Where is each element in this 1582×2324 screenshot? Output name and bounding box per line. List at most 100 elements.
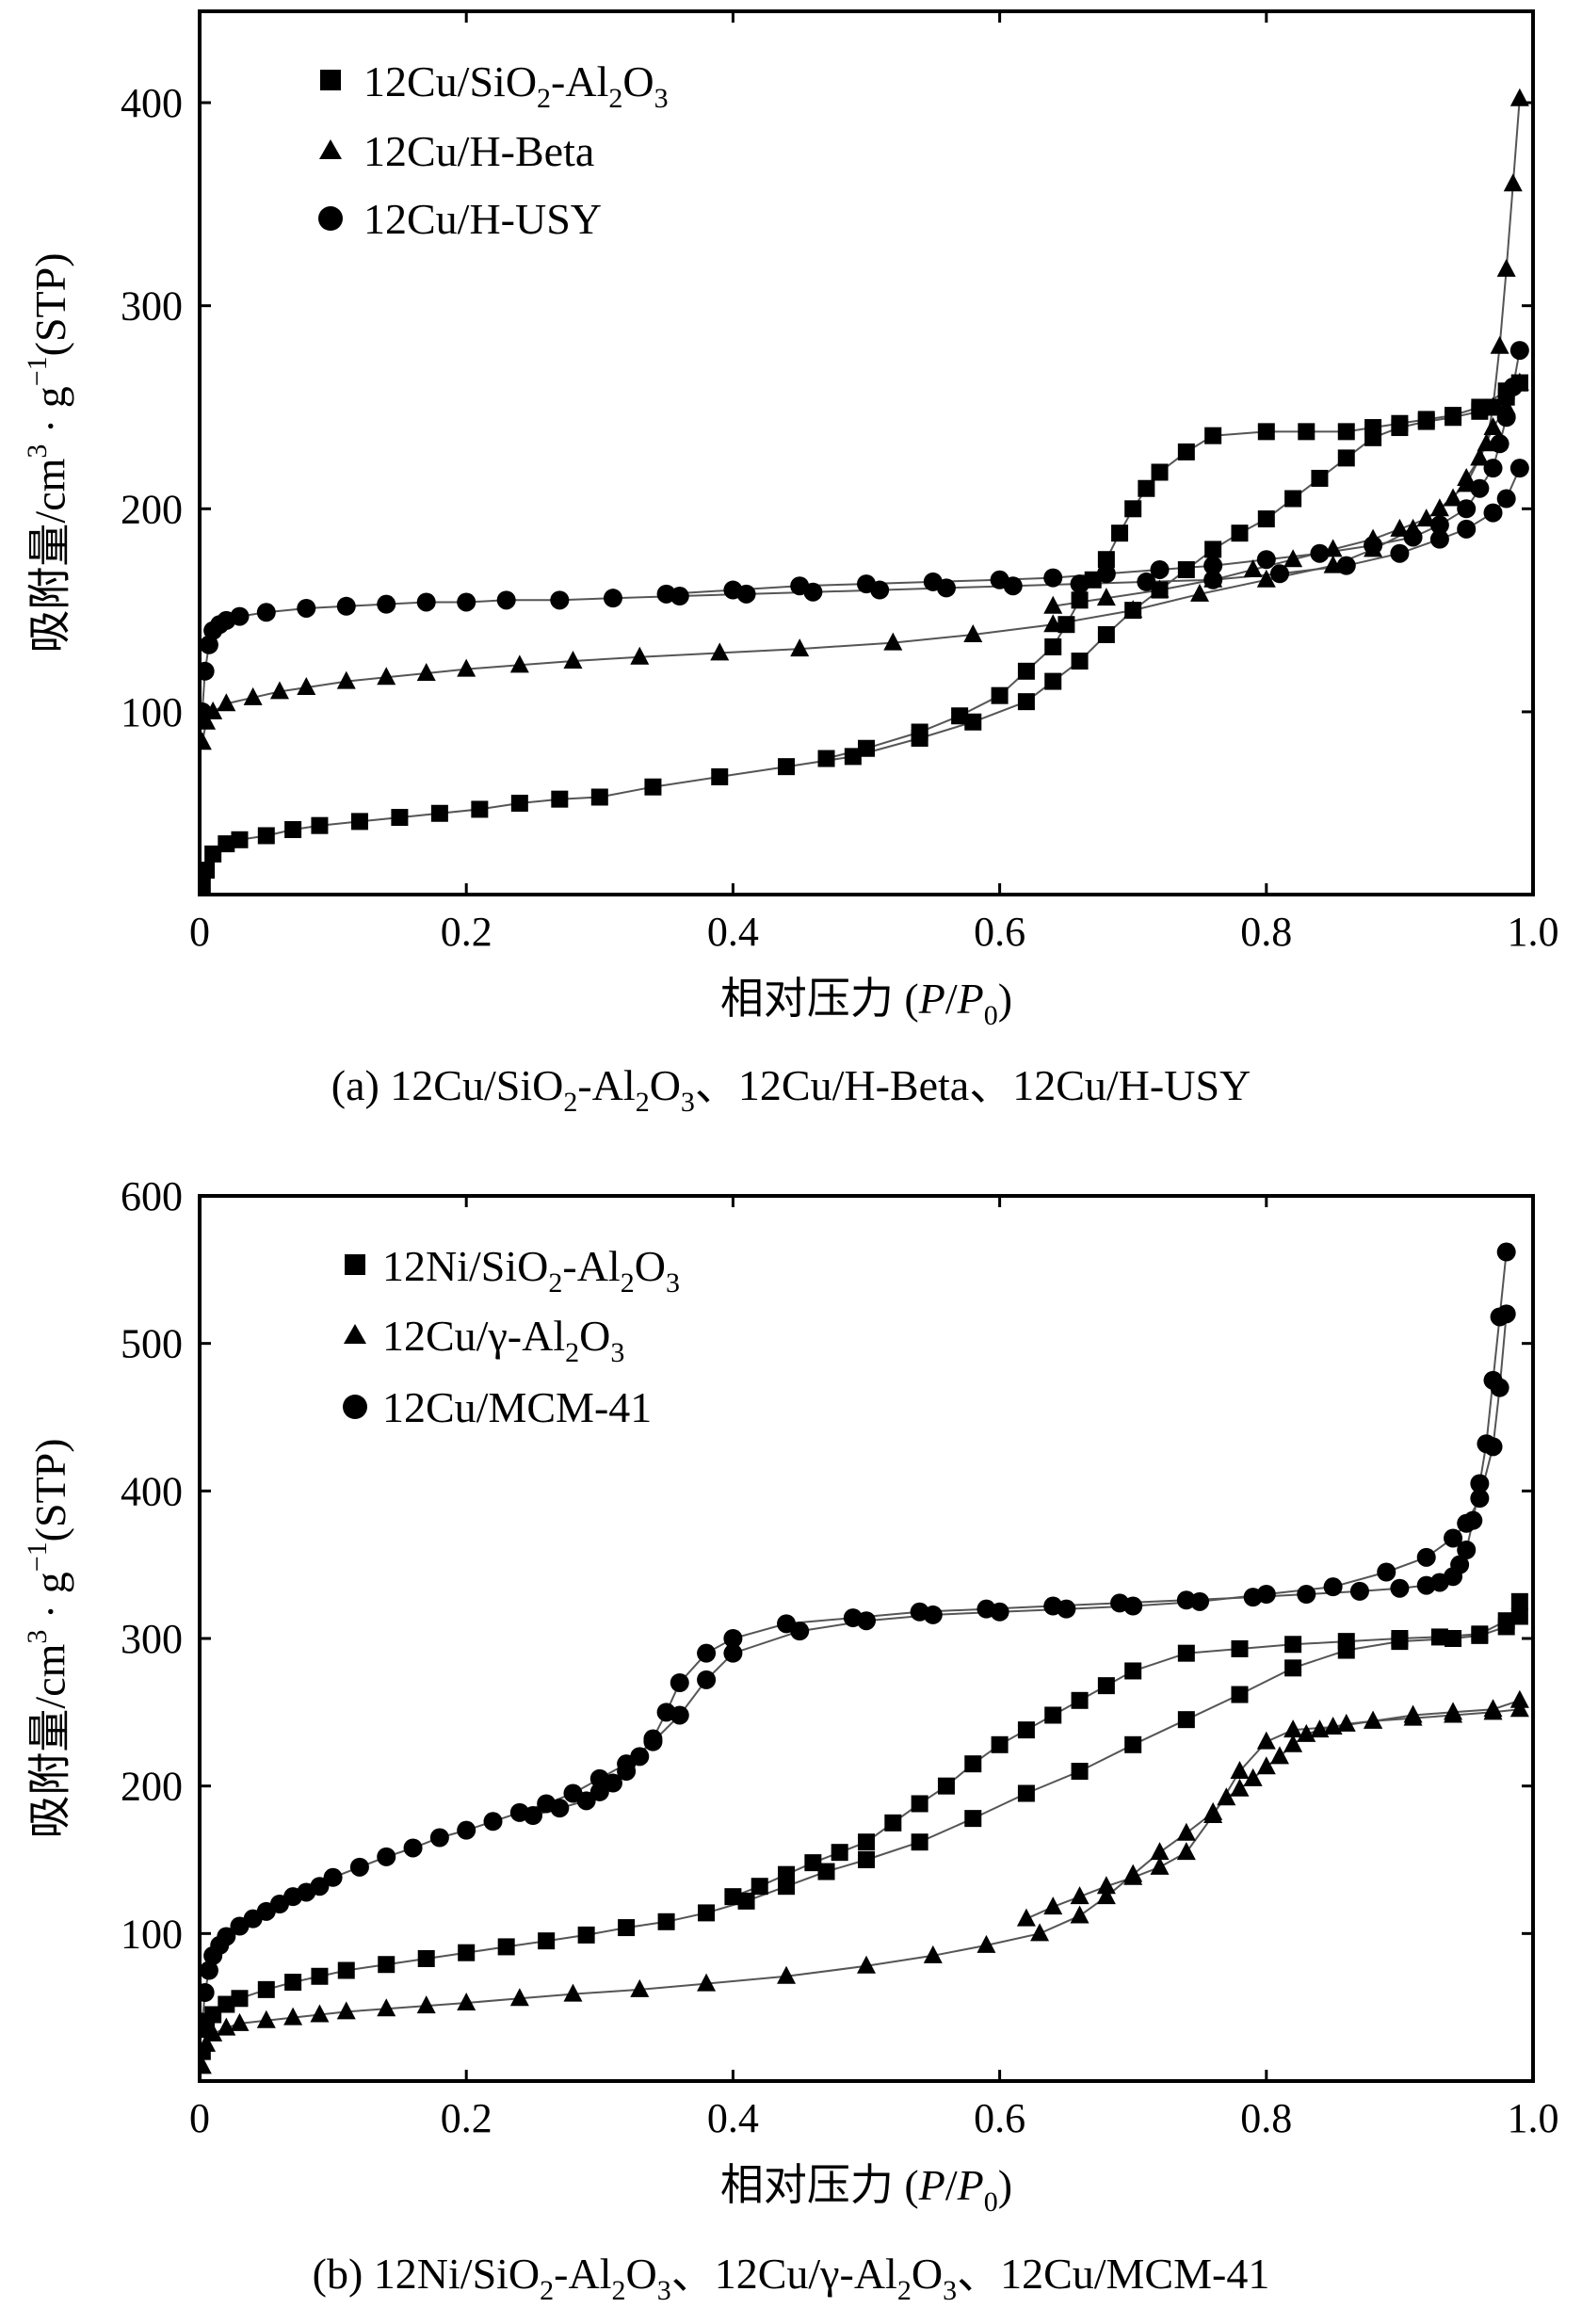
data-point-12ni-sio2-al2o3 xyxy=(1430,1628,1448,1646)
panel-b-legend: 12Ni/SiO2-Al2O3 12Cu/γ-Al2O3 12Cu/MCM-41 xyxy=(343,1242,680,1431)
x-tick-label: 0.8 xyxy=(1240,2095,1292,2141)
data-point-12cu-al2o3 xyxy=(336,2001,356,2020)
data-point-12cu-al2o3 xyxy=(416,1995,436,2014)
data-point-12cu-sio2-al2o3 xyxy=(1177,560,1195,578)
data-point-12cu-sio2-al2o3 xyxy=(1071,591,1089,609)
data-point-12cu-al2o3 xyxy=(1176,1842,1196,1861)
data-point-12cu-sio2-al2o3 xyxy=(951,707,969,725)
data-point-12cu-mcm-41 xyxy=(200,1983,215,2002)
data-point-12cu-h-usy xyxy=(1483,503,1503,523)
data-point-12cu-sio2-al2o3 xyxy=(1364,419,1382,437)
data-point-12ni-sio2-al2o3 xyxy=(1071,1691,1089,1709)
panel-a-chart: 0 0.2 0.4 0.6 0.8 1.0 100 200 300 400 吸附量/cm3 · g… xyxy=(22,9,1559,1118)
data-point-12cu-mcm-41 xyxy=(1416,1547,1436,1567)
y-tick-label: 100 xyxy=(121,689,183,735)
data-point-12cu-al2o3 xyxy=(697,1973,717,1992)
svg-text:相对压力 (P/P0): 相对压力 (P/P0) xyxy=(720,975,1012,1031)
data-point-12cu-al2o3 xyxy=(1483,1699,1503,1718)
data-point-12cu-al2o3 xyxy=(1230,1778,1250,1797)
legend-item-12ni-sio2-al2o3: 12Ni/SiO2-Al2O3 xyxy=(345,1242,680,1299)
data-point-12cu-mcm-41 xyxy=(349,1857,369,1877)
data-point-12cu-h-usy xyxy=(990,570,1009,589)
legend-item-12cu-h-usy: 12Cu/H-USY xyxy=(318,195,602,243)
panel-a-legend: 12Cu/SiO2-Al2O3 12Cu/H-Beta 12Cu/H-USY xyxy=(318,57,669,243)
data-point-12cu-h-beta xyxy=(1470,447,1490,466)
data-point-12ni-sio2-al2o3 xyxy=(337,1961,355,1979)
data-point-12cu-h-usy xyxy=(1429,529,1449,549)
data-point-12cu-sio2-al2o3 xyxy=(200,862,216,880)
data-point-12cu-h-beta xyxy=(1283,549,1303,568)
data-point-12cu-al2o3 xyxy=(1256,1731,1276,1750)
data-point-12cu-mcm-41 xyxy=(576,1791,596,1811)
data-point-12cu-al2o3 xyxy=(857,1955,876,1974)
data-point-12cu-mcm-41 xyxy=(403,1838,423,1858)
data-point-12ni-sio2-al2o3 xyxy=(964,1810,982,1828)
data-point-12cu-al2o3 xyxy=(1030,1923,1050,1942)
legend-item-12cu-sio2-al2o3: 12Cu/SiO2-Al2O3 xyxy=(320,57,669,114)
data-point-12cu-al2o3 xyxy=(1269,1746,1289,1765)
data-point-12cu-mcm-41 xyxy=(617,1762,637,1781)
data-point-12cu-h-beta xyxy=(416,662,436,681)
data-point-12ni-sio2-al2o3 xyxy=(1471,1625,1489,1643)
data-point-12cu-al2o3 xyxy=(923,1945,943,1963)
data-point-12cu-h-beta xyxy=(710,642,730,661)
data-point-12cu-h-beta xyxy=(377,667,396,686)
data-point-12cu-sio2-al2o3 xyxy=(257,827,275,845)
data-point-12cu-sio2-al2o3 xyxy=(231,831,249,848)
legend-item-12cu-mcm-41: 12Cu/MCM-41 xyxy=(343,1383,652,1431)
data-point-12cu-mcm-41 xyxy=(697,1670,717,1689)
panel-a-data-markers xyxy=(200,88,1529,894)
panel-a-ticks: 0 0.2 0.4 0.6 0.8 1.0 100 200 300 400 xyxy=(121,11,1559,955)
data-point-12cu-sio2-al2o3 xyxy=(817,750,835,767)
data-point-12ni-sio2-al2o3 xyxy=(1177,1644,1195,1662)
data-point-12cu-h-beta xyxy=(200,732,212,750)
data-point-12cu-mcm-41 xyxy=(1297,1585,1316,1604)
data-point-12cu-mcm-41 xyxy=(1483,1370,1503,1390)
data-point-12cu-sio2-al2o3 xyxy=(911,723,928,741)
data-point-12cu-h-usy xyxy=(1490,434,1509,454)
data-point-12cu-h-usy xyxy=(230,606,250,626)
data-point-12cu-mcm-41 xyxy=(1477,1434,1496,1454)
data-point-12cu-sio2-al2o3 xyxy=(218,835,235,853)
data-point-12cu-sio2-al2o3 xyxy=(1257,510,1275,528)
data-point-12ni-sio2-al2o3 xyxy=(817,1863,835,1880)
data-point-12cu-h-usy xyxy=(256,603,276,622)
data-point-12ni-sio2-al2o3 xyxy=(1497,1612,1515,1630)
data-point-12ni-sio2-al2o3 xyxy=(1177,1711,1195,1729)
data-point-12cu-sio2-al2o3 xyxy=(844,748,862,766)
data-point-12cu-mcm-41 xyxy=(1470,1489,1490,1509)
data-point-12cu-h-usy xyxy=(457,592,476,612)
data-point-12cu-sio2-al2o3 xyxy=(471,800,489,818)
data-point-12ni-sio2-al2o3 xyxy=(497,1938,515,1956)
svg-text:12Cu/SiO2-Al2O3: 12Cu/SiO2-Al2O3 xyxy=(363,57,669,114)
data-point-12cu-h-beta xyxy=(269,681,289,700)
data-point-12cu-h-beta xyxy=(1503,173,1523,192)
data-point-12cu-mcm-41 xyxy=(200,1961,218,1980)
svg-text:12Cu/H-Beta: 12Cu/H-Beta xyxy=(363,127,594,175)
data-point-12cu-h-usy xyxy=(1150,559,1170,579)
data-point-12cu-sio2-al2o3 xyxy=(1111,525,1129,542)
data-point-12cu-h-usy xyxy=(550,590,570,610)
x-tick-label: 0.2 xyxy=(441,909,492,955)
data-point-12cu-h-usy xyxy=(1390,543,1410,563)
data-point-12cu-h-beta xyxy=(457,658,476,677)
data-point-12ni-sio2-al2o3 xyxy=(937,1777,955,1795)
data-point-12cu-h-usy xyxy=(1256,550,1276,570)
y-tick-label: 300 xyxy=(121,1616,183,1662)
data-point-12cu-al2o3 xyxy=(1096,1876,1116,1895)
data-point-12cu-sio2-al2o3 xyxy=(1445,407,1462,425)
data-point-12cu-mcm-41 xyxy=(910,1602,929,1622)
legend-triangle-marker xyxy=(319,139,342,159)
svg-text:相对压力 (P/P0): 相对压力 (P/P0) xyxy=(720,2161,1012,2218)
data-point-12cu-h-usy xyxy=(1496,408,1516,428)
data-point-12cu-sio2-al2o3 xyxy=(1017,693,1035,711)
data-point-12ni-sio2-al2o3 xyxy=(804,1854,822,1872)
data-point-12cu-sio2-al2o3 xyxy=(1017,662,1035,680)
data-point-12cu-h-usy xyxy=(723,580,743,600)
data-point-12ni-sio2-al2o3 xyxy=(884,1814,902,1832)
data-point-12cu-sio2-al2o3 xyxy=(644,778,662,796)
data-point-12cu-mcm-41 xyxy=(217,1927,236,1946)
data-point-12cu-h-beta xyxy=(1490,335,1509,354)
data-point-12cu-h-beta xyxy=(1390,518,1410,537)
data-point-12cu-h-beta xyxy=(1043,614,1063,633)
